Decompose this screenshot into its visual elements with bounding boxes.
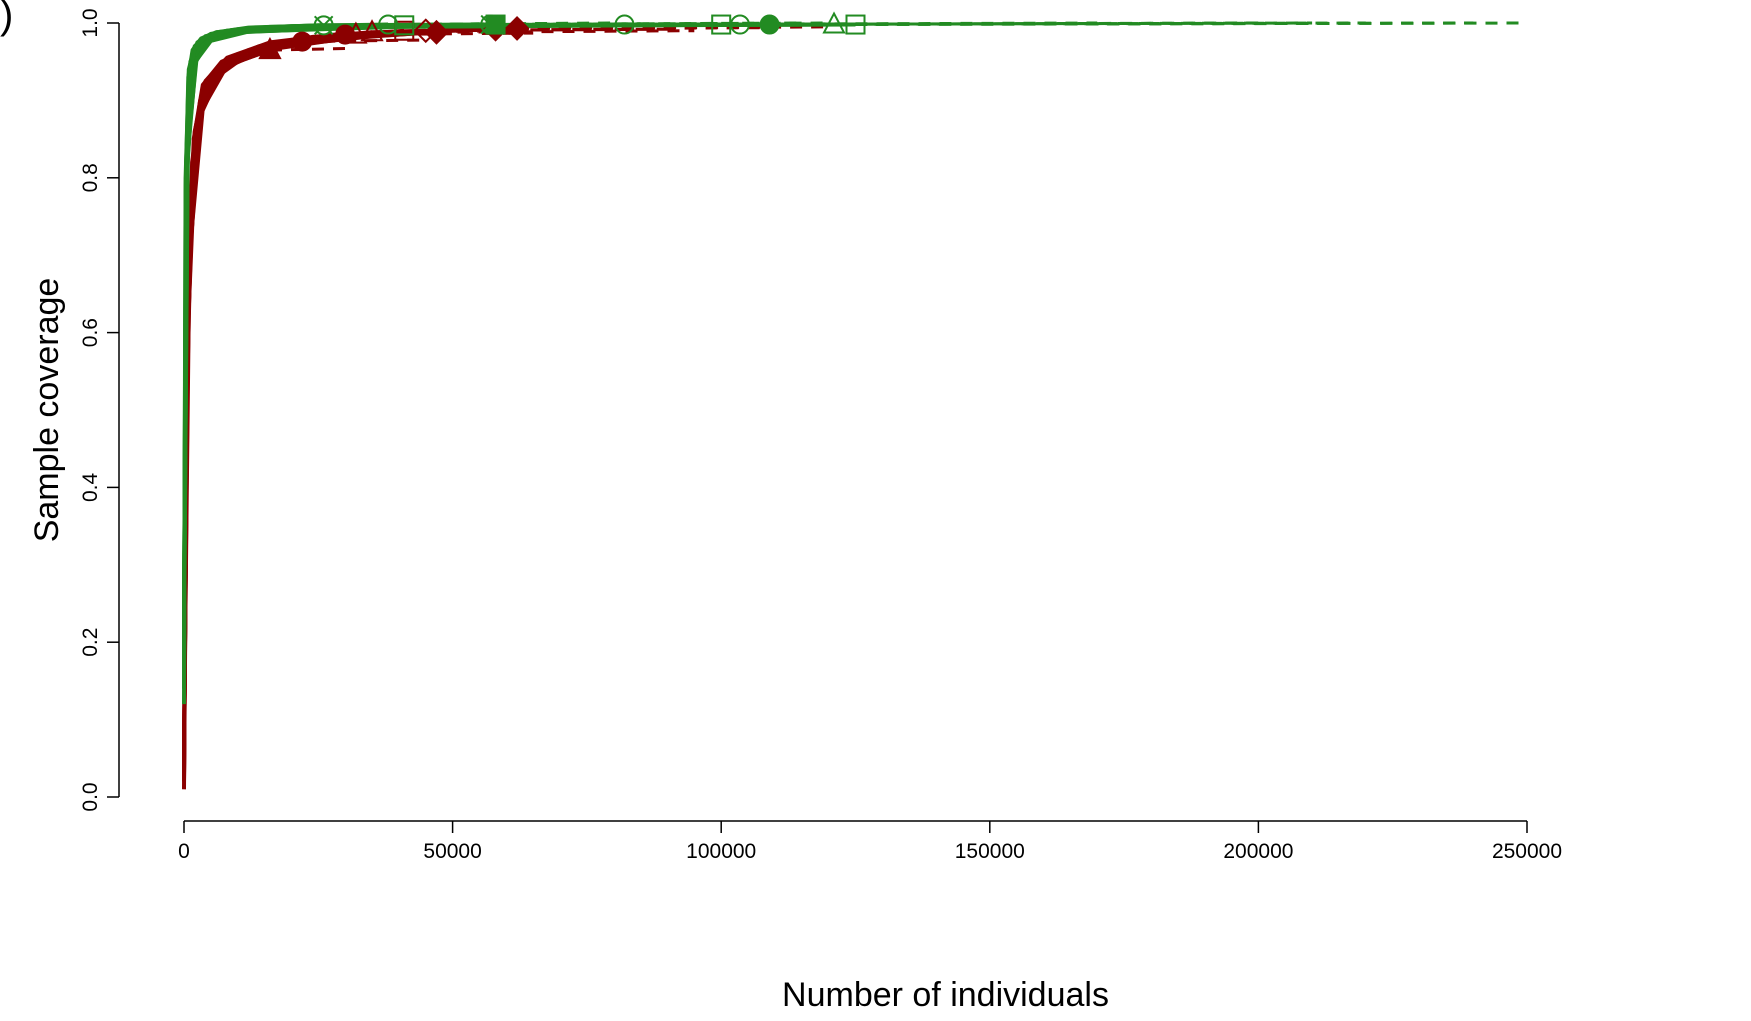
series-line-red (184, 31, 404, 766)
y-axis-title: Sample coverage (28, 278, 66, 543)
x-tick-label: 200000 (1223, 840, 1293, 863)
x-tick-label: 50000 (423, 840, 481, 863)
markers (260, 14, 865, 59)
series-line-red (184, 29, 496, 750)
series-line-red (184, 28, 517, 735)
y-tick-label: 0.8 (79, 163, 102, 192)
panel-label: ) (0, 0, 13, 37)
data-point-red (293, 33, 311, 51)
axes: 0 50000 100000 150000 200000 250000 0.0 0.2 0.4 0… (79, 8, 1562, 863)
series-line-red (184, 31, 426, 759)
y-tick-label: 0.4 (79, 472, 102, 502)
series-line-green (184, 25, 721, 627)
series-line-green (184, 25, 490, 689)
series-line-green (184, 25, 496, 643)
data-point-red (506, 17, 528, 39)
y-tick-label: 0.6 (79, 318, 102, 347)
x-tick-label: 250000 (1492, 840, 1562, 863)
data-point-green (761, 16, 779, 34)
series-line-green (184, 25, 770, 596)
x-axis-title: Number of individuals (782, 976, 1109, 1014)
x-tick-label: 0 (178, 840, 190, 863)
series-line-red (184, 35, 356, 782)
series-line-green (184, 25, 388, 681)
data-point-red (336, 26, 354, 44)
series-line-red (184, 35, 345, 790)
y-tick-label: 1.0 (79, 8, 102, 37)
y-tick-label: 0.0 (79, 782, 102, 811)
series-line-green (184, 25, 404, 665)
curves (184, 23, 1527, 789)
x-tick-label: 150000 (955, 840, 1025, 863)
series-line-green (184, 25, 834, 635)
series-line-green (184, 25, 740, 658)
y-tick-label: 0.2 (79, 628, 102, 657)
series-line-green (184, 25, 324, 704)
series-line-red (184, 42, 302, 774)
series-line-red (184, 32, 372, 781)
series-line-green (184, 25, 625, 604)
series-line-red (184, 32, 437, 743)
x-tick-label: 100000 (686, 840, 756, 863)
series-line-green (184, 25, 856, 612)
